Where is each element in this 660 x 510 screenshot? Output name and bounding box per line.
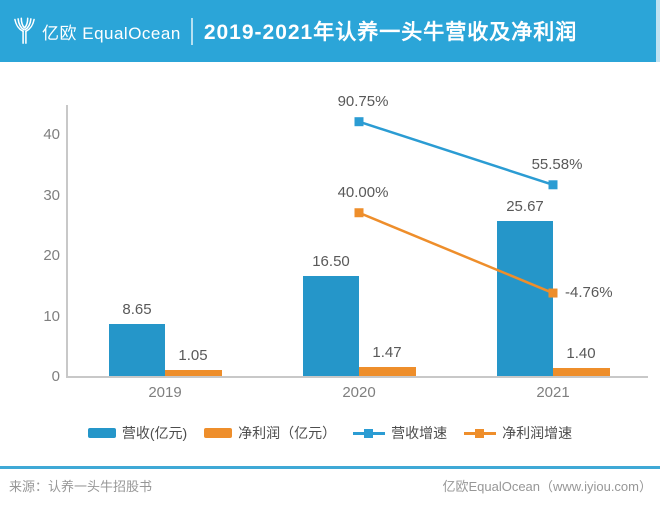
growth-value-label: 40.00% (337, 183, 389, 201)
legend-bar-swatch (87, 428, 116, 438)
header-divider (190, 17, 193, 45)
growth-value-label: 55.58% (531, 155, 583, 173)
legend-line-swatch (464, 428, 497, 439)
bar-profit-2021 (553, 367, 610, 376)
bar-value-label: 1.40 (566, 344, 596, 362)
line-marker (354, 208, 364, 218)
y-tick-label: 30 (43, 186, 60, 204)
y-tick-label: 20 (43, 247, 60, 264)
legend-label: 净利润增速 (502, 425, 573, 441)
legend-item-bar-1: 净利润（亿元） (204, 423, 336, 443)
bar-value-label: 1.05 (178, 346, 208, 364)
header-bar: 亿欧 EqualOcean 2019-2021年认养一头牛营收及净利润 (0, 0, 660, 62)
legend-line-swatch (353, 428, 386, 439)
bar-value-label: 1.47 (372, 344, 402, 362)
bar-value-label: 25.67 (506, 197, 544, 215)
bar-value-label: 8.65 (122, 300, 152, 318)
x-axis-label: 2021 (536, 384, 570, 401)
logo-text-cn: 亿欧 (42, 23, 77, 43)
logo-text: 亿欧 EqualOcean (42, 19, 181, 44)
legend-item-bar-0: 营收(亿元) (87, 423, 188, 443)
growth-value-label: -4.76% (565, 284, 613, 302)
legend-label: 净利润（亿元） (238, 425, 337, 441)
y-tick-label: 40 (43, 126, 60, 143)
x-axis-line (66, 376, 648, 378)
equalocean-logo-icon (14, 17, 35, 44)
legend-bar-swatch (204, 428, 233, 438)
y-axis-line (66, 105, 68, 378)
growth-value-label: 90.75% (337, 92, 389, 110)
y-tick-label: 10 (43, 307, 60, 325)
bar-revenue-2020 (303, 276, 359, 376)
legend-label: 营收(亿元) (121, 425, 188, 441)
growth-line-revenue (358, 120, 554, 186)
brand-text: 亿欧EqualOcean（www.iyiou.com） (442, 479, 652, 494)
legend-item-line-1: 净利润增速 (464, 423, 572, 443)
x-axis-label: 2020 (342, 384, 376, 401)
source-text: 来源：认养一头牛招股书 (9, 479, 153, 494)
line-marker (354, 117, 364, 127)
bar-revenue-2019 (109, 323, 165, 376)
bar-value-label: 16.50 (312, 253, 350, 271)
legend-label: 营收增速 (391, 425, 448, 441)
legend-item-line-0: 营收增速 (353, 423, 447, 443)
x-axis-label: 2019 (148, 384, 182, 401)
footer-divider (0, 466, 660, 469)
logo-text-en: EqualOcean (82, 23, 181, 43)
equalocean-logo: 亿欧 EqualOcean (13, 15, 181, 47)
bar-profit-2020 (359, 367, 416, 376)
page-title: 2019-2021年认养一头牛营收及净利润 (203, 21, 578, 44)
bar-profit-2019 (165, 369, 222, 376)
legend: 营收(亿元) 净利润（亿元） 营收增速 净利润增速 (0, 423, 660, 443)
line-marker (548, 180, 558, 190)
y-tick-label: 0 (51, 368, 60, 385)
